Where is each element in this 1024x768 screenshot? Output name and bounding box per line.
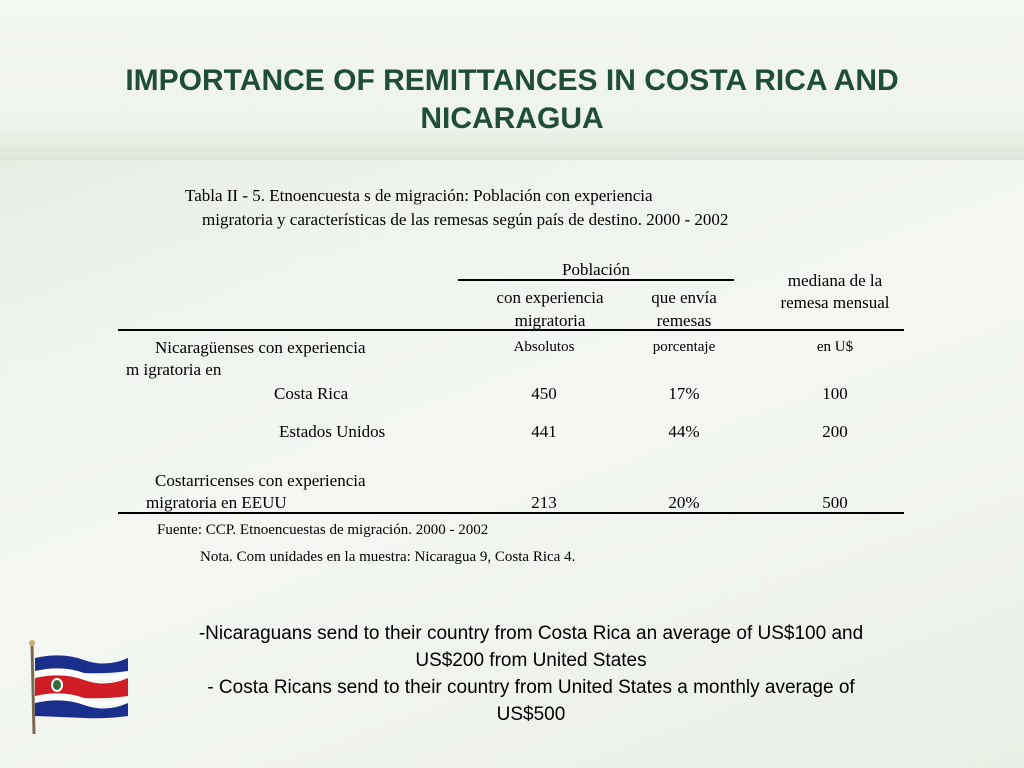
col1-unit: Absolutos xyxy=(513,339,575,355)
bullet-1-line-1: -Nicaraguans send to their country from … xyxy=(198,623,864,644)
col1-header-line-2: migratoria xyxy=(514,311,586,330)
row-estados-unidos-med: 200 xyxy=(822,422,848,441)
title-band xyxy=(0,0,1024,160)
group2-label-line-1: Costarricenses con experiencia xyxy=(155,471,366,490)
table-caption-line-1: Tabla II - 5. Etnoencuesta s de migració… xyxy=(185,186,653,205)
col3-header-line-1: mediana de la xyxy=(787,271,883,290)
bullet-2-line-1: - Costa Ricans send to their country fro… xyxy=(207,677,855,698)
group1-label-line-1: Nicaragüenses con experiencia xyxy=(155,338,366,357)
costa-rica-flag-icon xyxy=(22,638,134,738)
group1-label-line-2: m igratoria en xyxy=(126,360,222,379)
page-title: IMPORTANCE OF REMITTANCES IN COSTA RICA … xyxy=(40,62,984,138)
title-line-2: NICARAGUA xyxy=(420,102,604,135)
row-costarricenses-med: 500 xyxy=(822,493,848,512)
title-line-1: IMPORTANCE OF REMITTANCES IN COSTA RICA … xyxy=(125,64,899,97)
header-group-rule xyxy=(458,279,734,281)
bullet-1-line-2: US$200 from United States xyxy=(415,650,647,671)
table-source: Fuente: CCP. Etnoencuestas de migración.… xyxy=(157,522,489,538)
row-estados-unidos-abs: 441 xyxy=(531,422,557,441)
col2-header-line-2: remesas xyxy=(656,311,712,330)
row-estados-unidos-pct: 44% xyxy=(668,422,700,441)
header-poblacion: Población xyxy=(562,260,630,279)
table-caption-line-2: migratoria y características de las reme… xyxy=(202,210,729,229)
col1-header-line-1: con experiencia xyxy=(496,288,604,307)
row-costa-rica-abs: 450 xyxy=(531,384,557,403)
col3-header-line-2: remesa mensual xyxy=(780,293,890,312)
table-note: Nota. Com unidades en la muestra: Nicara… xyxy=(200,549,576,565)
col2-unit: porcentaje xyxy=(652,339,716,355)
row-costa-rica-pct: 17% xyxy=(668,384,700,403)
summary-bullets: -Nicaraguans send to their country from … xyxy=(118,620,944,728)
col3-unit: en U$ xyxy=(816,339,854,355)
table-bottom-rule xyxy=(118,512,904,514)
row-estados-unidos-label: Estados Unidos xyxy=(279,422,386,441)
header-bottom-rule xyxy=(118,329,904,331)
row-costarricenses-pct: 20% xyxy=(668,493,700,512)
row-costa-rica-med: 100 xyxy=(822,384,848,403)
col2-header-line-1: que envía xyxy=(651,288,717,307)
row-costarricenses-abs: 213 xyxy=(531,493,557,512)
group2-label-line-2: migratoria en EEUU xyxy=(146,493,287,512)
bullet-2-line-2: US$500 xyxy=(496,704,566,725)
row-costa-rica-label: Costa Rica xyxy=(274,384,349,403)
